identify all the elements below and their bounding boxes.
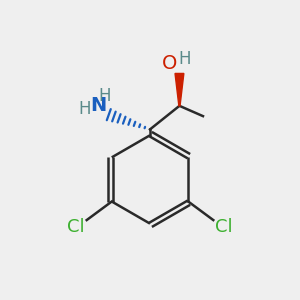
Polygon shape xyxy=(175,74,184,106)
Text: H: H xyxy=(78,100,91,118)
Text: N: N xyxy=(90,96,106,115)
Text: H: H xyxy=(98,86,111,104)
Text: Cl: Cl xyxy=(67,218,85,236)
Text: Cl: Cl xyxy=(215,218,233,236)
Text: O: O xyxy=(161,54,177,73)
Text: H: H xyxy=(178,50,191,68)
